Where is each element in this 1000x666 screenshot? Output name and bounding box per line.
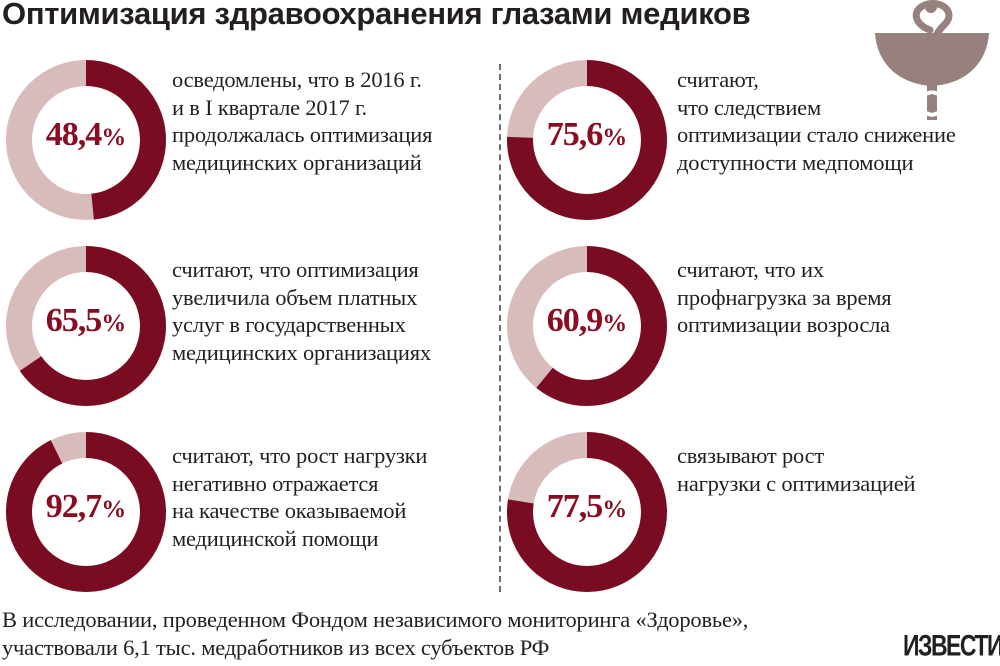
percent-value: 92,7 bbox=[45, 488, 102, 525]
footnote-line-1: В исследовании, проведенном Фондом незав… bbox=[2, 607, 749, 632]
donut-description: считают, что оптимизация увеличила объем … bbox=[172, 256, 472, 366]
description-line: считают, что их bbox=[677, 257, 824, 282]
donut-svg bbox=[507, 246, 667, 406]
percent-value: 77,5 bbox=[546, 488, 603, 525]
donut-svg bbox=[507, 60, 667, 220]
description-line: услуг в государственных bbox=[172, 312, 406, 337]
donut-chart: 65,5% bbox=[6, 246, 166, 406]
description-line: оптимизации возросла bbox=[677, 312, 890, 337]
donut-value-arc bbox=[507, 246, 667, 406]
donut-chart: 75,6% bbox=[507, 60, 667, 220]
percent-sign: % bbox=[101, 124, 127, 151]
donut-chart: 77,5% bbox=[507, 432, 667, 592]
description-line: на качестве оказываемой bbox=[172, 498, 407, 523]
description-line: негативно отражается bbox=[172, 470, 379, 496]
percent-value: 48,4 bbox=[45, 116, 102, 153]
description-line: медицинских организаций bbox=[172, 149, 422, 175]
description-line: нагрузки с оптимизацией bbox=[677, 470, 916, 496]
description-line: что следствием bbox=[677, 94, 821, 120]
description-line: медицинских организациях bbox=[172, 339, 431, 365]
description-line: продолжалась оптимизация bbox=[172, 122, 433, 147]
description-line: считают, что рост нагрузки bbox=[172, 443, 428, 468]
donut-percent-label: 75,6% bbox=[507, 116, 667, 154]
donut-chart: 92,7% bbox=[6, 432, 166, 592]
donut-value-arc bbox=[507, 432, 667, 592]
description-line: осведомлены, что в 2016 г. bbox=[172, 67, 422, 92]
donut-description: считают, что следствием оптимизации стало … bbox=[677, 66, 977, 176]
description-line: увеличила объем платных bbox=[172, 284, 418, 310]
publisher-logo: ИЗВЕСТИЯ bbox=[903, 628, 1000, 662]
donut-svg bbox=[6, 246, 166, 406]
bowl-of-hygieia-icon bbox=[875, 0, 989, 120]
donut-chart: 60,9% bbox=[507, 246, 667, 406]
description-line: и в I квартале 2017 г. bbox=[172, 94, 367, 120]
description-line: оптимизации стало снижение bbox=[677, 122, 956, 147]
footnote: В исследовании, проведенном Фондом незав… bbox=[2, 606, 748, 662]
donut-description: осведомлены, что в 2016 г. и в I квартале… bbox=[172, 66, 472, 176]
percent-sign: % bbox=[101, 496, 127, 523]
description-line: доступности медпомощи bbox=[677, 149, 914, 175]
description-line: медицинской помощи bbox=[172, 525, 379, 551]
donut-value-arc bbox=[6, 432, 166, 592]
percent-value: 65,5 bbox=[45, 302, 102, 339]
percent-sign: % bbox=[101, 310, 127, 337]
donut-percent-label: 92,7% bbox=[6, 488, 166, 526]
donut-percent-label: 65,5% bbox=[6, 302, 166, 340]
percent-value: 60,9 bbox=[546, 302, 603, 339]
donut-description: считают, что их профнагрузка за время опти… bbox=[677, 256, 977, 339]
description-line: связывают рост bbox=[677, 443, 825, 468]
column-divider bbox=[499, 64, 501, 592]
donut-chart: 48,4% bbox=[6, 60, 166, 220]
donut-percent-label: 48,4% bbox=[6, 116, 166, 154]
description-line: профнагрузка за время bbox=[677, 284, 892, 310]
percent-value: 75,6 bbox=[546, 116, 603, 153]
donut-svg bbox=[6, 432, 166, 592]
donut-description: считают, что рост нагрузки негативно отра… bbox=[172, 442, 472, 552]
footnote-line-2: участвовали 6,1 тыс. медработников из вс… bbox=[2, 635, 550, 660]
donut-value-arc bbox=[6, 60, 166, 220]
percent-sign: % bbox=[602, 310, 628, 337]
donut-percent-label: 60,9% bbox=[507, 302, 667, 340]
percent-sign: % bbox=[602, 496, 628, 523]
donut-svg bbox=[6, 60, 166, 220]
donut-value-arc bbox=[6, 246, 166, 406]
page-title: Оптимизация здравоохранения глазами меди… bbox=[2, 0, 751, 31]
donut-svg bbox=[507, 432, 667, 592]
donut-value-arc bbox=[507, 60, 667, 220]
donut-description: связывают рост нагрузки с оптимизацией bbox=[677, 442, 977, 497]
description-line: считают, что оптимизация bbox=[172, 257, 419, 282]
description-line: считают, bbox=[677, 67, 759, 92]
percent-sign: % bbox=[602, 124, 628, 151]
donut-percent-label: 77,5% bbox=[507, 488, 667, 526]
